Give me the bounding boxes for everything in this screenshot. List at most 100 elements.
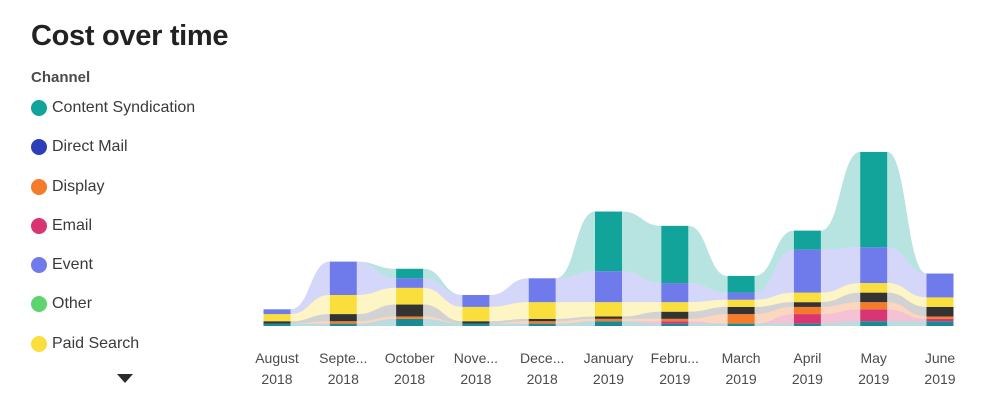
bar-segment[interactable] xyxy=(263,323,291,326)
bar-segment[interactable] xyxy=(528,323,556,326)
bar-segment[interactable] xyxy=(396,316,424,319)
bar-segment[interactable] xyxy=(462,306,490,322)
flow-ribbon xyxy=(820,247,861,293)
legend-item[interactable]: Event xyxy=(31,254,241,276)
bar-segment[interactable] xyxy=(595,318,622,322)
bar-segment[interactable] xyxy=(793,302,821,307)
flow-ribbon xyxy=(423,268,463,295)
bar-segment[interactable] xyxy=(595,302,622,317)
bar-segment[interactable] xyxy=(860,292,888,303)
bar-segment[interactable] xyxy=(396,318,424,326)
flow-ribbons xyxy=(290,151,927,326)
bar-segment[interactable] xyxy=(860,151,888,248)
bar-segment[interactable] xyxy=(462,295,490,307)
bar-segment[interactable] xyxy=(793,292,821,303)
bar-segment[interactable] xyxy=(860,283,888,293)
bar-segment[interactable] xyxy=(793,306,821,315)
flow-ribbon xyxy=(754,323,794,326)
flow-ribbon xyxy=(555,316,595,322)
bar-segment[interactable] xyxy=(661,323,689,326)
bar-segment[interactable] xyxy=(595,271,622,303)
bar-segment[interactable] xyxy=(860,247,888,284)
bar-segment[interactable] xyxy=(926,318,954,322)
x-tick-label: 2019 xyxy=(924,371,955,387)
x-tick-label: Febru... xyxy=(651,350,699,366)
bar-segment[interactable] xyxy=(727,306,755,315)
flow-ribbon xyxy=(688,299,728,312)
flow-ribbon xyxy=(820,321,861,326)
flow-ribbon xyxy=(489,278,529,307)
bar-segment[interactable] xyxy=(661,302,689,312)
bar-segment[interactable] xyxy=(396,268,424,279)
flow-ribbon xyxy=(555,318,595,324)
bar-segment[interactable] xyxy=(329,295,357,315)
bar-segment[interactable] xyxy=(926,273,954,298)
flow-ribbon xyxy=(688,314,728,324)
flow-ribbon xyxy=(820,309,861,324)
flow-ribbon xyxy=(887,321,927,326)
legend-scroll-down-icon[interactable] xyxy=(117,374,133,383)
legend-item[interactable]: Paid Search xyxy=(31,333,241,355)
bar-segment[interactable] xyxy=(329,314,357,322)
bar-segment[interactable] xyxy=(661,318,689,322)
flow-ribbon xyxy=(688,321,728,324)
legend-item[interactable]: Email xyxy=(31,215,241,237)
bar-segment[interactable] xyxy=(661,321,689,324)
bar-segment[interactable] xyxy=(462,323,490,326)
bar-segment[interactable] xyxy=(661,311,689,319)
bar-segment[interactable] xyxy=(860,309,888,322)
bar-segment[interactable] xyxy=(329,321,357,324)
bar-segment[interactable] xyxy=(396,304,424,317)
bar-segment[interactable] xyxy=(926,297,954,307)
bar-segment[interactable] xyxy=(528,278,556,303)
bar-segment[interactable] xyxy=(727,323,755,326)
bar-segment[interactable] xyxy=(595,316,622,319)
flow-ribbon xyxy=(290,261,330,315)
x-tick-label: January xyxy=(584,350,634,366)
bar-segment[interactable] xyxy=(793,249,821,293)
bar-segment[interactable] xyxy=(528,302,556,319)
flow-ribbon xyxy=(622,321,662,326)
bar-segment[interactable] xyxy=(727,275,755,293)
bar-segment[interactable] xyxy=(263,314,291,322)
legend-swatch-icon xyxy=(31,335,47,352)
bar-segment[interactable] xyxy=(793,230,821,250)
flow-ribbon xyxy=(887,292,927,317)
x-tick-label: June xyxy=(925,350,956,366)
bar-segment[interactable] xyxy=(661,283,689,303)
bar-segment[interactable] xyxy=(727,292,755,300)
legend-label: Direct Mail xyxy=(52,138,128,156)
flow-ribbon xyxy=(423,287,463,322)
bar-segment[interactable] xyxy=(926,316,954,319)
bar-segment[interactable] xyxy=(860,302,888,310)
legend-items: Content Syndication Direct Mail Display Ema… xyxy=(31,97,241,355)
bar-segment[interactable] xyxy=(727,314,755,324)
bar-segment[interactable] xyxy=(329,261,357,295)
bar-segment[interactable] xyxy=(926,321,954,326)
bar-segment[interactable] xyxy=(661,225,689,284)
legend-item[interactable]: Direct Mail xyxy=(31,136,241,158)
bar-segment[interactable] xyxy=(462,321,490,324)
bar-segment[interactable] xyxy=(528,318,556,322)
bar-segment[interactable] xyxy=(329,323,357,326)
bar-segment[interactable] xyxy=(860,321,888,326)
bar-segment[interactable] xyxy=(263,309,291,315)
bar-segment[interactable] xyxy=(263,321,291,324)
flow-ribbon xyxy=(489,318,529,324)
legend-item[interactable]: Content Syndication xyxy=(31,97,241,119)
flow-ribbon xyxy=(489,302,529,322)
bar-segment[interactable] xyxy=(727,299,755,307)
legend-item[interactable]: Other xyxy=(31,293,241,315)
bar-segment[interactable] xyxy=(793,314,821,324)
bar-segment[interactable] xyxy=(595,321,622,326)
legend-item[interactable]: Display xyxy=(31,176,241,198)
legend-title: Channel xyxy=(31,69,91,86)
bar-segment[interactable] xyxy=(396,278,424,288)
bar-segment[interactable] xyxy=(595,211,622,272)
bar-segment[interactable] xyxy=(396,287,424,305)
flow-ribbon xyxy=(688,225,728,293)
legend-label: Content Syndication xyxy=(52,99,196,116)
bar-segment[interactable] xyxy=(528,321,556,324)
bar-segment[interactable] xyxy=(793,323,821,326)
bar-segment[interactable] xyxy=(926,306,954,317)
